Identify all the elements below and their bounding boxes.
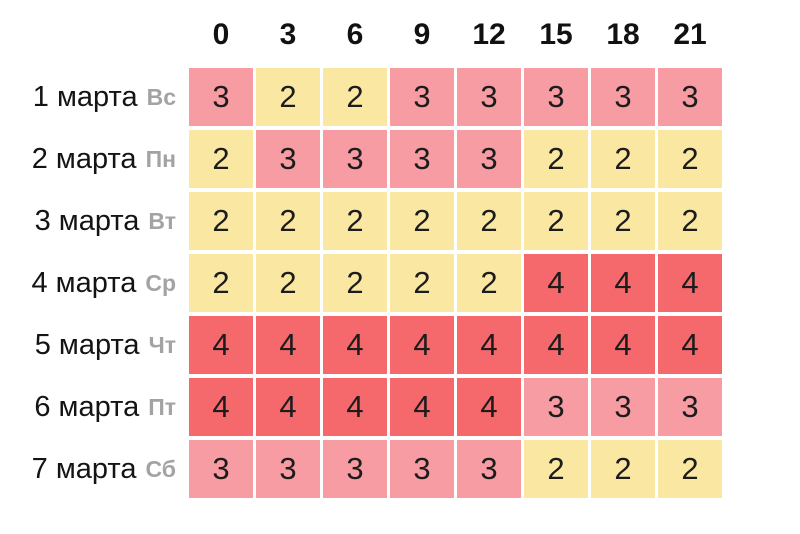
row-label: 4 марта Ср [0,254,186,312]
kp-index-cell: 4 [189,316,253,374]
row-label: 3 марта Вт [0,192,186,250]
row-weekday-label: Сб [145,455,176,482]
kp-index-cell: 4 [390,378,454,436]
row-weekday-label: Вт [148,207,176,234]
hour-header-9: 9 [413,18,431,51]
hour-header-3: 3 [279,18,297,51]
row-label: 7 марта Сб [0,440,186,498]
corner-spacer [0,6,186,64]
kp-index-cell: 3 [524,378,588,436]
row-date-label: 2 марта [31,142,137,175]
row-weekday-label: Вс [146,83,176,110]
kp-index-cell: 2 [658,440,722,498]
row-date-label: 4 марта [31,266,137,299]
row-weekday-label: Пт [148,393,176,420]
row-weekday-label: Ср [145,269,176,296]
kp-index-cell: 3 [658,378,722,436]
kp-index-cell: 2 [323,254,387,312]
hour-header-6: 6 [346,18,364,51]
kp-index-cell: 2 [658,130,722,188]
kp-index-cell: 4 [256,316,320,374]
kp-index-cell: 4 [323,378,387,436]
kp-index-cell: 3 [591,378,655,436]
kp-index-cell: 2 [390,254,454,312]
kp-index-cell: 2 [591,192,655,250]
kp-index-cell: 2 [189,254,253,312]
hour-header-21: 21 [673,18,707,51]
kp-index-cell: 2 [591,440,655,498]
kp-index-cell: 3 [591,68,655,126]
kp-index-cell: 3 [658,68,722,126]
kp-index-cell: 4 [658,316,722,374]
kp-index-cell: 2 [390,192,454,250]
kp-index-cell: 4 [524,316,588,374]
kp-index-cell: 4 [189,378,253,436]
kp-index-cell: 2 [591,130,655,188]
kp-index-cell: 4 [591,254,655,312]
kp-index-cell: 2 [189,192,253,250]
kp-index-cell: 3 [524,68,588,126]
kp-index-cell: 3 [457,68,521,126]
hour-header-12: 12 [472,18,506,51]
row-label: 2 марта Пн [0,130,186,188]
kp-index-cell: 3 [390,440,454,498]
row-date-label: 5 марта [34,328,140,361]
hour-header-18: 18 [606,18,640,51]
row-label: 1 марта Вс [0,68,186,126]
kp-index-cell: 4 [457,378,521,436]
kp-index-cell: 3 [189,68,253,126]
row-weekday-label: Пн [145,145,176,172]
kp-index-cell: 3 [390,68,454,126]
kp-index-cell: 3 [457,130,521,188]
heatmap-grid: 0 3 6 9 12 15 18 21 1 марта Вс 3 2 2 3 3 3 3 3 2 марта Пн 2 3… [0,6,722,498]
kp-index-cell: 2 [256,68,320,126]
kp-index-cell: 3 [457,440,521,498]
kp-index-cell: 2 [457,254,521,312]
kp-index-cell: 2 [457,192,521,250]
kp-index-cell: 2 [323,192,387,250]
kp-index-cell: 2 [189,130,253,188]
row-label: 5 марта Чт [0,316,186,374]
row-weekday-label: Чт [148,331,176,358]
kp-index-cell: 3 [256,130,320,188]
kp-index-cell: 3 [323,440,387,498]
kp-index-cell: 4 [591,316,655,374]
kp-index-cell: 2 [524,130,588,188]
kp-index-cell: 2 [658,192,722,250]
kp-index-cell: 2 [524,440,588,498]
kp-index-cell: 4 [457,316,521,374]
kp-index-cell: 2 [323,68,387,126]
row-date-label: 6 марта [34,390,140,423]
kp-index-cell: 4 [658,254,722,312]
hour-header-0: 0 [212,18,230,51]
kp-index-cell: 4 [390,316,454,374]
hour-header-15: 15 [539,18,573,51]
kp-index-cell: 3 [390,130,454,188]
kp-index-cell: 2 [256,192,320,250]
row-date-label: 1 марта [32,80,138,113]
kp-index-cell: 2 [524,192,588,250]
row-label: 6 марта Пт [0,378,186,436]
row-date-label: 7 марта [31,452,137,485]
row-date-label: 3 марта [34,204,140,237]
kp-index-cell: 3 [323,130,387,188]
kp-index-cell: 4 [256,378,320,436]
kp-index-cell: 2 [256,254,320,312]
kp-index-cell: 3 [256,440,320,498]
kp-index-cell: 3 [189,440,253,498]
kp-index-cell: 4 [323,316,387,374]
kp-index-cell: 4 [524,254,588,312]
